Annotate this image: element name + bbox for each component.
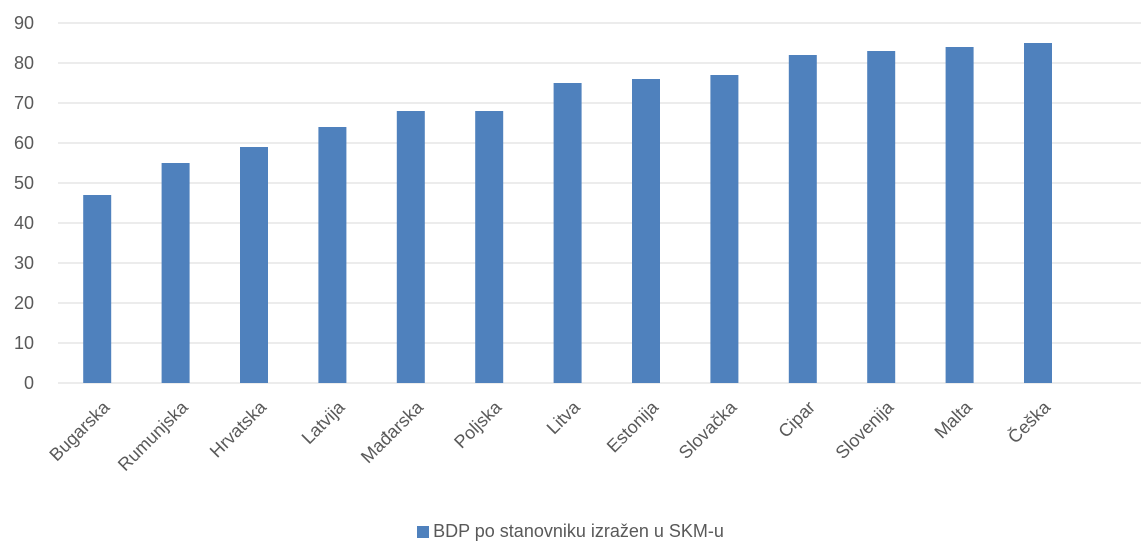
x-tick-label: Litva: [543, 396, 585, 438]
x-tick-label: Mađarska: [357, 396, 428, 467]
x-tick-label: Slovačka: [675, 396, 741, 462]
x-tick-label: Estonija: [603, 396, 663, 456]
bar: [632, 79, 660, 383]
x-tick-label: Slovenija: [832, 396, 898, 462]
y-tick-label: 0: [24, 373, 34, 393]
bar: [788, 55, 817, 383]
y-tick-label: 50: [14, 173, 34, 193]
y-tick-label: 20: [14, 293, 34, 313]
bar: [396, 111, 425, 383]
bar: [318, 127, 347, 383]
bar: [553, 83, 582, 383]
x-tick-label: Bugarska: [45, 396, 114, 465]
x-axis-labels: Bugarska Rumunjska Hrvatska Latvija Mađarska…: [45, 396, 1054, 475]
bars: [83, 43, 1052, 383]
bar: [1024, 43, 1052, 383]
x-tick-label: Češka: [1003, 396, 1055, 448]
y-tick-label: 60: [14, 133, 34, 153]
bar: [867, 51, 896, 383]
legend-swatch: [417, 526, 430, 538]
y-axis-ticks: 0 10 20 30 40 50 60 70 80 90: [14, 13, 34, 393]
y-tick-label: 90: [14, 13, 34, 33]
x-tick-label: Malta: [931, 396, 977, 442]
bar: [945, 47, 974, 383]
bar: [240, 147, 268, 383]
bar: [161, 163, 190, 383]
bar: [710, 75, 739, 383]
bar: [475, 111, 504, 383]
legend-label: BDP po stanovniku izražen u SKM-u: [433, 521, 724, 541]
y-tick-label: 30: [14, 253, 34, 273]
y-tick-label: 70: [14, 93, 34, 113]
legend: BDP po stanovniku izražen u SKM-u: [0, 520, 1141, 542]
x-tick-label: Poljska: [450, 396, 506, 452]
y-tick-label: 10: [14, 333, 34, 353]
x-tick-label: Hrvatska: [206, 396, 271, 461]
gridlines: [58, 22, 1141, 384]
y-tick-label: 80: [14, 53, 34, 73]
y-tick-label: 40: [14, 213, 34, 233]
x-tick-label: Rumunjska: [114, 396, 193, 475]
bar: [83, 195, 112, 383]
x-tick-label: Latvija: [298, 396, 350, 448]
x-tick-label: Cipar: [774, 397, 819, 442]
